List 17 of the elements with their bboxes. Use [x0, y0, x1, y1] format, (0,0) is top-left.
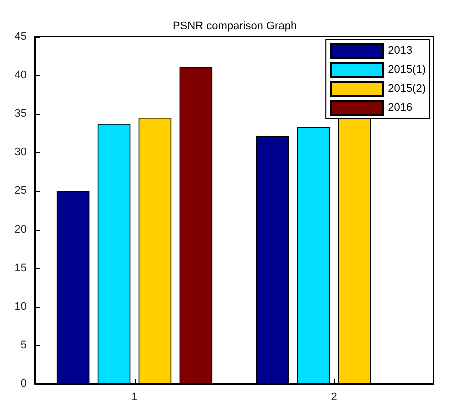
y-tick-label: 45 — [14, 31, 27, 43]
legend-label: 2015(2) — [388, 83, 426, 95]
y-tick-label: 0 — [20, 378, 27, 390]
y-tick-label: 5 — [20, 339, 27, 352]
chart-title: PSNR comparison Graph — [172, 20, 298, 32]
y-tick-label: 15 — [14, 262, 27, 274]
x-tick-label: 1 — [132, 392, 138, 403]
y-tick-label: 20 — [14, 224, 27, 236]
legend-label: 2016 — [388, 102, 413, 114]
x-tick-label: 2 — [331, 392, 338, 403]
legend-label: 2015(1) — [388, 64, 426, 76]
y-tick-label: 30 — [14, 146, 27, 159]
y-tick-label: 25 — [14, 185, 27, 198]
y-tick-label: 10 — [14, 300, 27, 313]
y-tick-label: 35 — [14, 108, 27, 120]
legend-label: 2013 — [388, 45, 413, 57]
y-tick-label: 40 — [14, 70, 27, 82]
